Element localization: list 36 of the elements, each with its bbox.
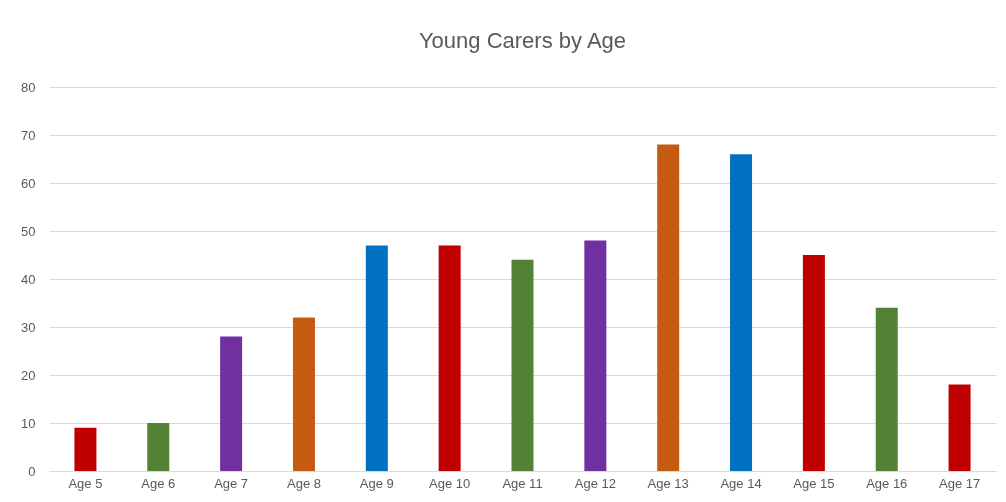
bar <box>365 245 388 471</box>
bar <box>220 336 243 471</box>
y-tick-label: 10 <box>21 415 36 431</box>
x-tick-label: Age 7 <box>214 475 249 491</box>
bar <box>511 259 534 471</box>
x-tick-label: Age 13 <box>647 475 689 491</box>
x-tick-label: Age 17 <box>938 475 981 491</box>
x-tick-label: Age 11 <box>502 475 543 491</box>
x-tick-label: Age 5 <box>68 475 103 491</box>
x-tick-label: Age 15 <box>793 475 835 491</box>
x-tick-label: Age 9 <box>359 475 394 491</box>
bar <box>948 384 971 471</box>
x-tick-label: Age 10 <box>429 475 471 491</box>
x-tick-label: Age 14 <box>720 475 762 491</box>
bar <box>730 154 753 471</box>
y-tick-label: 60 <box>21 175 36 191</box>
bar <box>147 423 170 471</box>
y-tick-label: 0 <box>28 463 36 479</box>
bar <box>584 240 607 471</box>
x-tick-label: Age 16 <box>866 475 908 491</box>
y-tick-label: 70 <box>21 127 36 143</box>
y-tick-label: 40 <box>21 271 36 287</box>
bar <box>657 144 680 471</box>
y-tick-label: 30 <box>21 319 36 335</box>
x-tick-label: Age 8 <box>286 475 321 491</box>
chart-title: Young Carers by Age <box>418 28 627 53</box>
bar <box>875 307 898 471</box>
y-tick-label: 50 <box>21 223 36 239</box>
bar <box>74 427 97 471</box>
x-tick-label: Age 12 <box>574 475 616 491</box>
bar <box>802 255 825 471</box>
bar <box>292 317 315 471</box>
y-tick-label: 80 <box>21 79 36 95</box>
x-tick-label: Age 6 <box>141 475 176 491</box>
bar <box>438 245 461 471</box>
y-tick-label: 20 <box>21 367 36 383</box>
